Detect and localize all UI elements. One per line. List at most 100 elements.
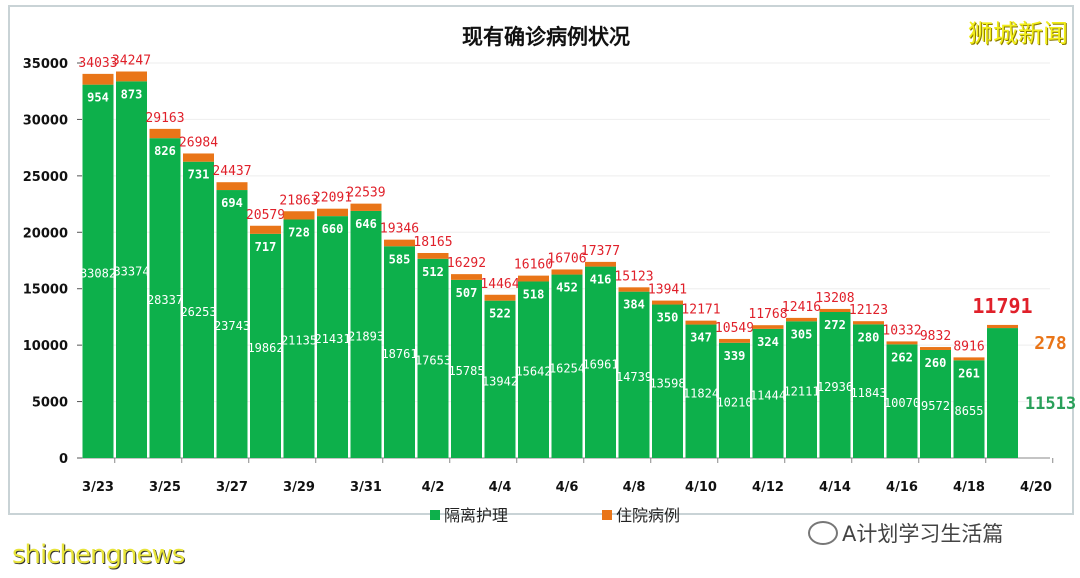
bar-isolation <box>250 233 281 458</box>
total-label: 24437 <box>212 164 251 179</box>
bar-isolation <box>518 281 549 458</box>
hospital-label: 262 <box>891 350 913 364</box>
total-label: 34033 <box>78 56 117 71</box>
total-label: 18165 <box>413 235 452 250</box>
isolation-label: 13942 <box>482 374 518 388</box>
bar-isolation <box>819 312 851 458</box>
hospital-label: 280 <box>858 330 880 344</box>
footer-watermark: shichengnews <box>12 540 185 570</box>
hospital-label: 324 <box>757 335 779 349</box>
isolation-label: 19862 <box>247 341 283 355</box>
legend-swatch <box>602 510 612 520</box>
isolation-label: 18761 <box>381 347 417 361</box>
x-tick-label: 4/2 <box>422 480 445 495</box>
bar-isolation <box>987 328 1018 458</box>
bar-hospital <box>518 275 549 282</box>
bar-isolation <box>417 258 449 458</box>
total-label: 19346 <box>380 222 419 237</box>
total-label: 34247 <box>112 53 151 68</box>
bar-hospital <box>82 73 114 85</box>
isolation-label: 33374 <box>113 265 149 279</box>
bar-hospital <box>886 341 918 345</box>
x-tick-label: 4/14 <box>819 480 851 495</box>
bar-hospital <box>953 357 985 361</box>
isolation-label: 12111 <box>783 385 819 399</box>
total-label: 8916 <box>953 339 984 354</box>
isolation-label: 13598 <box>649 376 685 390</box>
bar-hospital <box>786 317 817 322</box>
total-label: 11791 <box>972 294 1032 318</box>
bar-hospital <box>551 269 583 275</box>
total-label: 13208 <box>815 291 854 306</box>
x-tick-label: 3/27 <box>216 480 248 495</box>
x-tick-label: 3/31 <box>350 480 382 495</box>
bar-isolation <box>82 84 114 458</box>
y-tick-label: 0 <box>59 452 68 467</box>
hospital-label: 646 <box>355 217 377 231</box>
bar-hospital <box>216 182 248 191</box>
bar-isolation <box>149 138 181 458</box>
bar-isolation <box>116 81 147 458</box>
hospital-label: 660 <box>322 222 344 236</box>
hospital-label: 522 <box>489 307 511 321</box>
bar-hospital <box>283 211 315 220</box>
isolation-label: 14739 <box>616 370 652 384</box>
total-label: 29163 <box>145 111 184 126</box>
hospital-label: 261 <box>958 366 980 380</box>
total-label: 11768 <box>748 307 787 322</box>
hospital-label: 278 <box>1034 333 1067 354</box>
bar-isolation <box>786 321 817 458</box>
y-tick-label: 20000 <box>23 226 68 241</box>
bar-isolation <box>618 291 650 458</box>
hospital-label: 507 <box>456 286 478 300</box>
legend-swatch <box>430 510 440 520</box>
total-label: 21863 <box>279 193 318 208</box>
bar-isolation <box>853 324 884 458</box>
x-tick-label: 3/25 <box>149 480 181 495</box>
bar-hospital <box>719 338 750 343</box>
y-tick-label: 5000 <box>32 396 68 411</box>
x-tick-label: 4/4 <box>489 480 512 495</box>
bar-isolation <box>920 349 951 458</box>
isolation-label: 23743 <box>214 319 250 333</box>
hospital-label: 731 <box>188 168 210 182</box>
bar-hospital <box>350 203 382 211</box>
total-label: 14464 <box>480 277 519 292</box>
x-tick-label: 3/23 <box>82 480 114 495</box>
isolation-label: 21135 <box>281 334 317 348</box>
brand-logo: 狮城新闻 <box>967 19 1068 48</box>
bar-hospital <box>618 287 650 292</box>
bar-hospital <box>853 321 884 325</box>
hospital-label: 260 <box>925 356 947 370</box>
hospital-label: 826 <box>154 144 176 158</box>
y-tick-label: 15000 <box>23 283 68 298</box>
y-tick-label: 30000 <box>23 113 68 128</box>
total-label: 12416 <box>782 300 821 315</box>
legend-label: 隔离护理 <box>444 506 508 525</box>
total-label: 17377 <box>581 244 620 259</box>
isolation-label: 11513 <box>1025 394 1076 414</box>
wechat-account-name: A计划学习生活篇 <box>842 522 1004 546</box>
x-tick-label: 4/10 <box>685 480 717 495</box>
bar-hospital <box>317 208 348 217</box>
total-label: 16706 <box>547 251 586 266</box>
isolation-label: 26253 <box>180 305 216 319</box>
y-tick-label: 35000 <box>23 57 68 72</box>
bar-isolation <box>719 342 750 458</box>
isolation-label: 8655 <box>955 404 984 418</box>
bar-hospital <box>685 320 717 325</box>
hospital-label: 512 <box>422 265 444 279</box>
hospital-label: 452 <box>556 281 578 295</box>
hospital-label: 347 <box>690 331 712 345</box>
total-label: 16292 <box>447 256 486 271</box>
bar-isolation <box>685 324 717 458</box>
hospital-label: 873 <box>121 87 143 101</box>
x-tick-label: 4/20 <box>1020 480 1052 495</box>
bar-isolation <box>384 246 415 458</box>
total-label: 12123 <box>849 303 888 318</box>
total-label: 12171 <box>681 303 720 318</box>
x-tick-label: 3/29 <box>283 480 315 495</box>
total-label: 10332 <box>882 323 921 338</box>
x-tick-label: 4/16 <box>886 480 918 495</box>
bar-isolation <box>451 279 482 458</box>
